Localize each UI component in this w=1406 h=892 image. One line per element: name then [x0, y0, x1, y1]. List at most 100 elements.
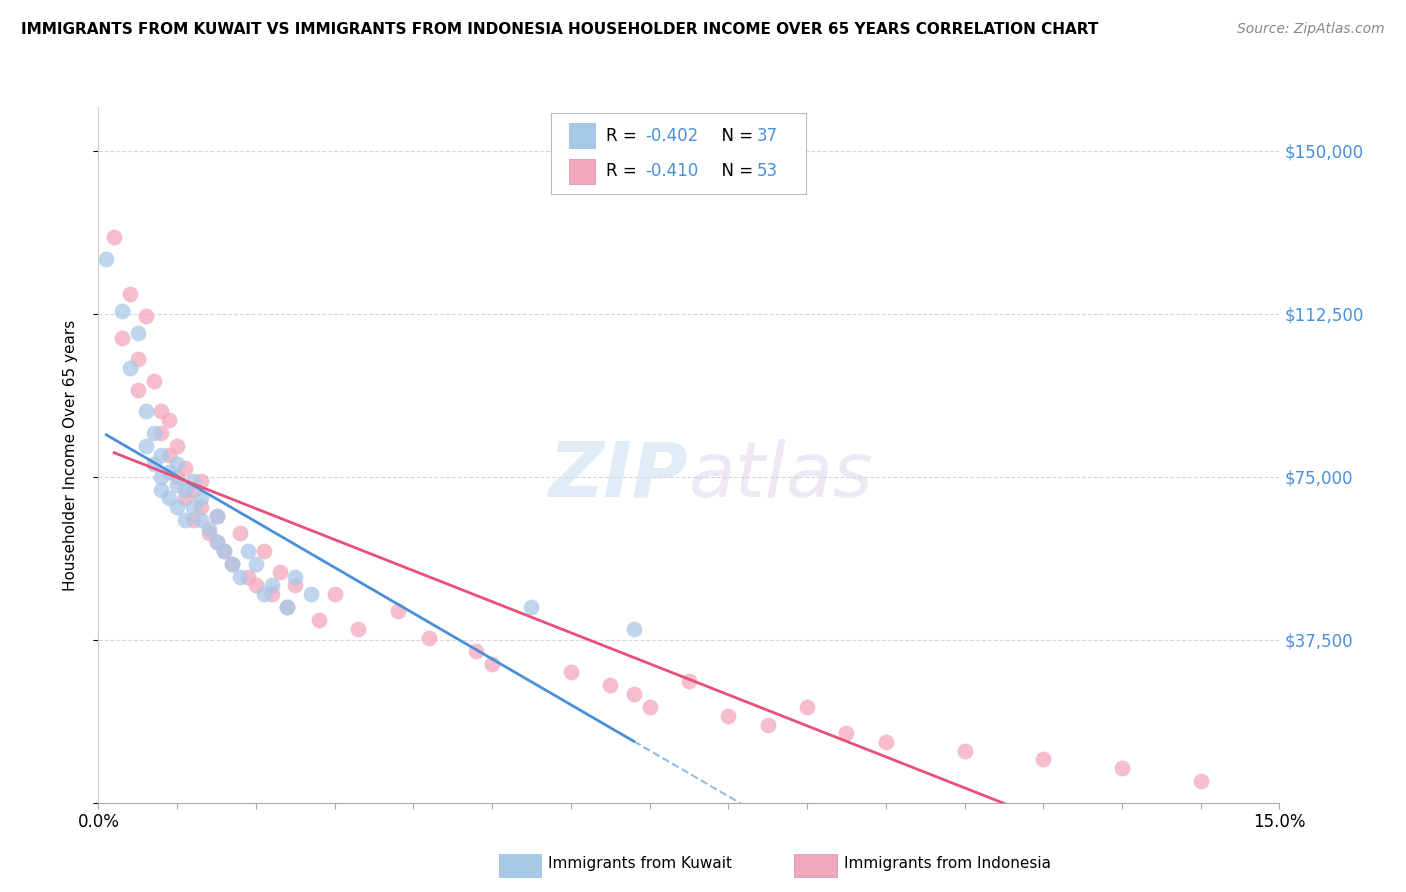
Text: atlas: atlas [689, 439, 873, 513]
Text: IMMIGRANTS FROM KUWAIT VS IMMIGRANTS FROM INDONESIA HOUSEHOLDER INCOME OVER 65 Y: IMMIGRANTS FROM KUWAIT VS IMMIGRANTS FRO… [21, 22, 1098, 37]
Point [190, 500, 212, 514]
Point [205, 535, 228, 549]
Text: Immigrants from Indonesia: Immigrants from Indonesia [844, 856, 1050, 871]
Point [127, 326, 149, 341]
Point [347, 622, 370, 636]
Point [142, 426, 165, 441]
Point [150, 404, 173, 418]
Point [181, 483, 204, 497]
Point [276, 600, 298, 615]
Point [214, 543, 236, 558]
Point [465, 643, 488, 657]
Point [150, 426, 173, 441]
Point [103, 230, 125, 244]
Point [174, 491, 197, 506]
Point [157, 413, 180, 427]
Point [127, 383, 149, 397]
Point [717, 708, 740, 723]
Point [284, 570, 307, 584]
Point [205, 508, 228, 523]
Point [166, 500, 188, 514]
Point [560, 665, 582, 680]
Point [284, 578, 307, 592]
Point [418, 631, 440, 645]
Point [638, 700, 661, 714]
Text: 53: 53 [756, 162, 778, 180]
Point [678, 674, 700, 689]
Text: R =: R = [606, 127, 643, 145]
Point [157, 491, 180, 506]
Point [623, 687, 645, 701]
Point [197, 526, 219, 541]
Y-axis label: Householder Income Over 65 years: Householder Income Over 65 years [63, 319, 77, 591]
Point [205, 535, 228, 549]
Text: N =: N = [711, 162, 759, 180]
Point [157, 448, 180, 462]
Point [245, 557, 267, 571]
Point [623, 622, 645, 636]
Point [221, 557, 243, 571]
Text: -0.402: -0.402 [645, 127, 699, 145]
Point [127, 352, 149, 367]
Point [253, 587, 276, 601]
Point [181, 513, 204, 527]
Text: Source: ZipAtlas.com: Source: ZipAtlas.com [1237, 22, 1385, 37]
Point [229, 526, 252, 541]
Point [142, 457, 165, 471]
Point [221, 557, 243, 571]
Point [157, 466, 180, 480]
Point [253, 543, 276, 558]
Point [205, 508, 228, 523]
Point [150, 483, 173, 497]
Point [166, 469, 188, 483]
Text: -0.410: -0.410 [645, 162, 699, 180]
Point [1111, 761, 1133, 775]
Point [135, 404, 157, 418]
Point [308, 613, 330, 627]
Point [190, 491, 212, 506]
Point [276, 600, 298, 615]
Point [214, 543, 236, 558]
Text: N =: N = [711, 127, 759, 145]
Point [166, 478, 188, 492]
Point [1032, 752, 1054, 766]
Point [299, 587, 322, 601]
Point [135, 439, 157, 453]
Point [181, 500, 204, 514]
Point [323, 587, 346, 601]
Point [260, 578, 283, 592]
Point [481, 657, 503, 671]
Point [229, 570, 252, 584]
Point [190, 513, 212, 527]
Text: Immigrants from Kuwait: Immigrants from Kuwait [548, 856, 733, 871]
Point [236, 543, 259, 558]
Text: 37: 37 [756, 127, 778, 145]
Point [150, 469, 173, 483]
Point [96, 252, 118, 267]
Point [118, 361, 141, 376]
Point [796, 700, 818, 714]
Point [599, 678, 621, 692]
Point [875, 735, 897, 749]
Point [166, 457, 188, 471]
Point [150, 448, 173, 462]
Point [387, 605, 409, 619]
Point [520, 600, 543, 615]
Point [245, 578, 267, 592]
Text: ZIP: ZIP [550, 439, 689, 513]
Point [260, 587, 283, 601]
Point [197, 522, 219, 536]
Point [269, 566, 291, 580]
Point [166, 439, 188, 453]
Point [190, 474, 212, 488]
Point [174, 461, 197, 475]
Point [756, 717, 779, 731]
Text: R =: R = [606, 162, 643, 180]
Point [174, 513, 197, 527]
Point [111, 304, 134, 318]
Point [118, 287, 141, 301]
Point [181, 474, 204, 488]
Point [835, 726, 858, 740]
Point [174, 483, 197, 497]
Point [111, 330, 134, 344]
